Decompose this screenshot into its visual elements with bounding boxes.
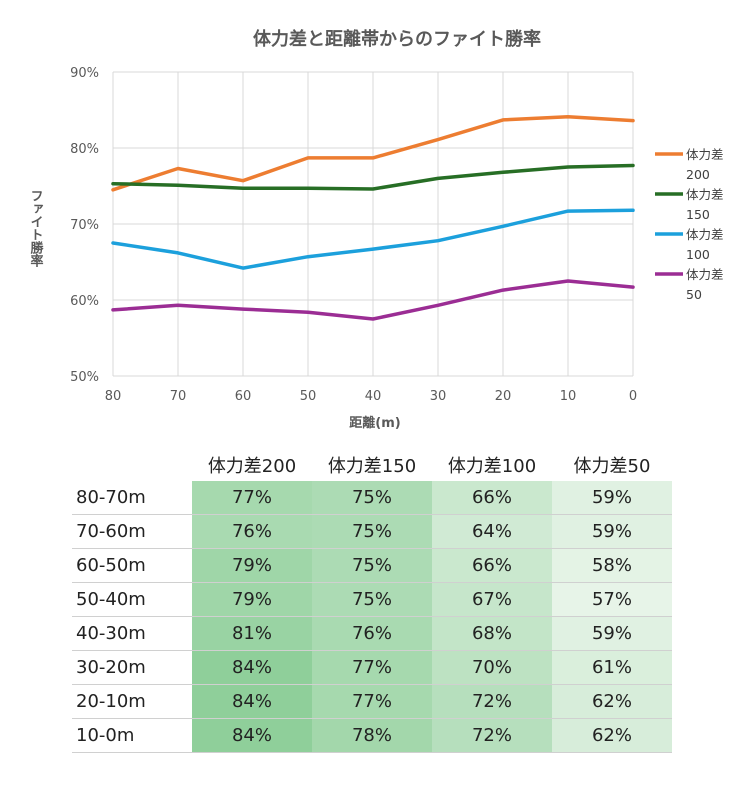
- row-label: 70-60m: [72, 514, 192, 549]
- row-label: 20-10m: [72, 684, 192, 719]
- table-cell: 59%: [552, 616, 672, 651]
- x-tick-label: 40: [365, 389, 382, 404]
- series-line-100: [111, 208, 635, 270]
- table-row: 70-60m 76% 75% 64% 59%: [72, 514, 672, 549]
- y-tick-label: 80%: [70, 142, 99, 157]
- table-cell: 67%: [432, 582, 552, 617]
- table-row: 40-30m 81% 76% 68% 59%: [72, 616, 672, 651]
- table-corner: [72, 449, 192, 481]
- legend-label: 体力差: [686, 187, 724, 202]
- grid-lines: [112, 71, 634, 377]
- row-label: 60-50m: [72, 548, 192, 583]
- chart-title: 体力差と距離帯からのファイト勝率: [253, 28, 541, 50]
- table-cell: 75%: [312, 548, 432, 583]
- table-cell: 62%: [552, 718, 672, 753]
- legend-label: 体力差: [686, 267, 724, 282]
- table-cell: 72%: [432, 718, 552, 753]
- table-cell: 79%: [192, 548, 312, 583]
- table-row: 30-20m 84% 77% 70% 61%: [72, 650, 672, 685]
- table-cell: 72%: [432, 684, 552, 719]
- table-row: 80-70m 77% 75% 66% 59%: [72, 481, 672, 515]
- table-cell: 66%: [432, 481, 552, 515]
- table-cell: 76%: [312, 616, 432, 651]
- table-cell: 58%: [552, 548, 672, 583]
- row-label: 30-20m: [72, 650, 192, 685]
- column-header: 体力差200: [207, 456, 297, 477]
- y-tick-label: 70%: [70, 218, 99, 233]
- x-tick-label: 70: [170, 389, 187, 404]
- y-tick-label: 90%: [70, 66, 99, 81]
- row-label: 80-70m: [72, 481, 192, 515]
- series-line-150: [111, 163, 635, 191]
- table-row: 50-40m 79% 75% 67% 57%: [72, 582, 672, 617]
- table-cell: 75%: [312, 582, 432, 617]
- table-cell: 81%: [192, 616, 312, 651]
- table-cell: 78%: [312, 718, 432, 753]
- table-row: 10-0m 84% 78% 72% 62%: [72, 718, 672, 753]
- x-tick-label: 50: [300, 389, 317, 404]
- axis-ticks: 50% 60% 70% 80% 90% 80 70 60 50 40 30 20 10 0: [70, 66, 637, 404]
- table-cell: 77%: [192, 481, 312, 515]
- column-header: 体力差100: [447, 456, 537, 477]
- table-cell: 84%: [192, 684, 312, 719]
- x-tick-label: 20: [495, 389, 512, 404]
- series-line-200: [111, 115, 635, 192]
- table-cell: 61%: [552, 650, 672, 685]
- x-tick-label: 0: [629, 389, 637, 404]
- table-cell: 77%: [312, 650, 432, 685]
- table-cell: 84%: [192, 650, 312, 685]
- table-cell: 64%: [432, 514, 552, 549]
- legend-label-value: 50: [686, 287, 702, 302]
- row-label: 10-0m: [72, 718, 192, 753]
- legend-label: 体力差: [686, 227, 724, 242]
- table-cell: 70%: [432, 650, 552, 685]
- x-tick-label: 60: [235, 389, 252, 404]
- x-axis-title: 距離(m): [349, 415, 400, 431]
- legend-label-value: 150: [686, 207, 710, 222]
- y-axis-title: ファイト勝率: [28, 189, 44, 268]
- row-label: 50-40m: [72, 582, 192, 617]
- table-cell: 84%: [192, 718, 312, 753]
- table-cell: 77%: [312, 684, 432, 719]
- table-cell: 59%: [552, 481, 672, 515]
- line-chart: 体力差と距離帯からのファイト勝率 50% 60% 70% 80% 90% 80 70 60 50…: [28, 28, 724, 431]
- legend-label-value: 100: [686, 247, 710, 262]
- column-header: 体力差50: [573, 456, 651, 477]
- x-tick-label: 10: [560, 389, 577, 404]
- series-lines: [111, 115, 635, 321]
- table-cell: 76%: [192, 514, 312, 549]
- table-body: 80-70m 77% 75% 66% 59% 70-60m 76% 75% 64% 59% 60-5…: [72, 481, 672, 753]
- table-header-row: 体力差200 体力差150 体力差100 体力差50: [72, 449, 672, 481]
- y-tick-label: 50%: [70, 370, 99, 385]
- y-tick-label: 60%: [70, 294, 99, 309]
- table-cell: 75%: [312, 481, 432, 515]
- table-cell: 66%: [432, 548, 552, 583]
- table-row: 20-10m 84% 77% 72% 62%: [72, 684, 672, 719]
- row-label: 40-30m: [72, 616, 192, 651]
- x-tick-label: 30: [430, 389, 447, 404]
- table-cell: 59%: [552, 514, 672, 549]
- win-rate-table: 体力差200 体力差150 体力差100 体力差50 80-70m 77% 75% 6…: [72, 449, 672, 753]
- table-row: 60-50m 79% 75% 66% 58%: [72, 548, 672, 583]
- x-tick-label: 80: [105, 389, 122, 404]
- legend-label-value: 200: [686, 167, 710, 182]
- table-cell: 57%: [552, 582, 672, 617]
- table-cell: 62%: [552, 684, 672, 719]
- column-header: 体力差150: [327, 456, 417, 477]
- table-cell: 79%: [192, 582, 312, 617]
- legend-label: 体力差: [686, 147, 724, 162]
- table-cell: 68%: [432, 616, 552, 651]
- chart-svg: 体力差と距離帯からのファイト勝率 50%60%70%80%90%80 70 60 50…: [28, 28, 724, 431]
- table-cell: 75%: [312, 514, 432, 549]
- legend: 体力差 200 体力差 150 体力差 100 体力差 50: [655, 147, 724, 302]
